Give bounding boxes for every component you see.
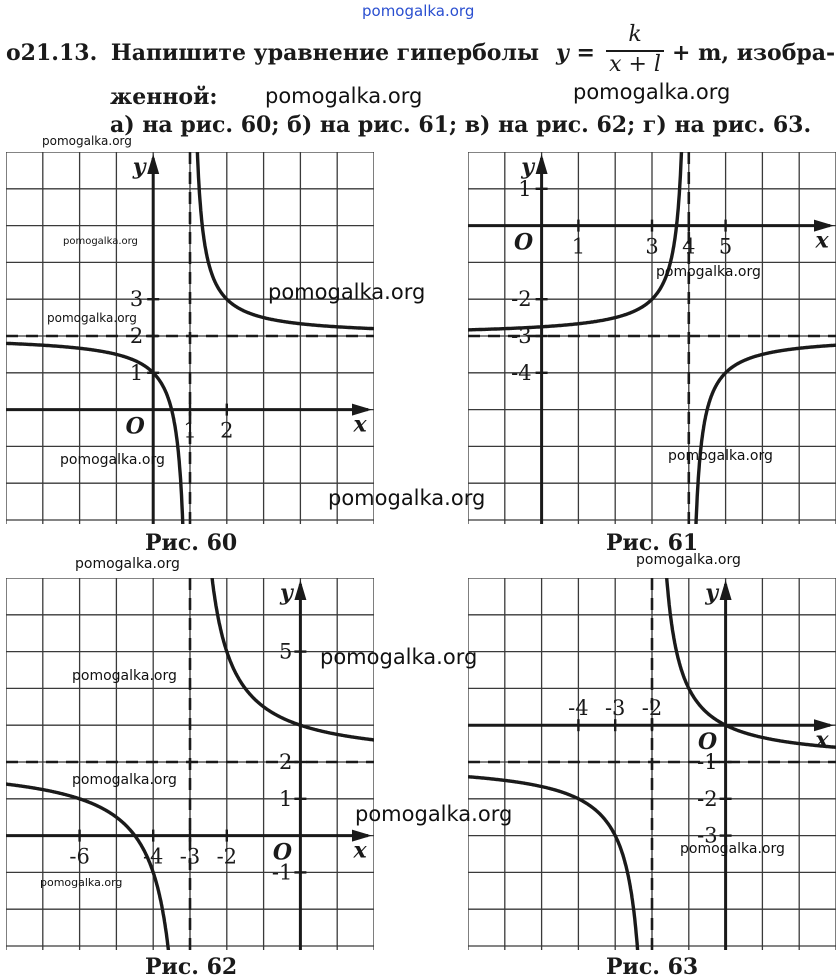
watermark: pomogalka.org (60, 452, 165, 468)
watermark: pomogalka.org (63, 236, 138, 247)
watermark: pomogalka.org (265, 84, 423, 108)
x-axis-arrow (814, 219, 834, 232)
caption-figure-61: Рис. 61 (606, 530, 699, 556)
watermark: pomogalka.org (75, 556, 180, 572)
problem-number: o21.13. (6, 40, 98, 66)
x-axis-label: x (352, 838, 367, 864)
problem-line-3: а) на рис. 60; б) на рис. 61; в) на рис.… (110, 112, 812, 138)
fraction-denominator: x + l (609, 52, 661, 77)
x-tick-label: -6 (69, 845, 89, 869)
hyperbola-left-branch (6, 782, 171, 950)
origin-label: O (514, 230, 533, 256)
equation-fraction: k x + l (606, 22, 664, 78)
watermark: pomogalka.org (268, 280, 426, 304)
x-axis-label: x (352, 412, 367, 438)
x-tick-label: 3 (645, 235, 658, 259)
y-tick-label: -4 (511, 361, 531, 385)
x-tick-label: -3 (605, 696, 625, 720)
hyperbola-right-branch (665, 578, 836, 749)
y-tick-label: -3 (511, 324, 531, 348)
x-axis-label: x (814, 228, 829, 254)
caption-figure-62: Рис. 62 (145, 954, 238, 980)
figure-61: x y O 1 3 4 5 1 -2 -3 -4 (468, 152, 836, 524)
equation-y: y = (556, 40, 595, 66)
x-tick-label: 1 (183, 419, 196, 443)
hyperbola-right-branch (210, 578, 374, 742)
origin-label: O (126, 414, 145, 440)
y-tick-label: 3 (130, 287, 143, 311)
watermark: pomogalka.org (355, 802, 513, 826)
y-tick-label: 2 (130, 324, 143, 348)
y-tick-label: -1 (697, 750, 717, 774)
watermark: pomogalka.org (72, 772, 177, 788)
hyperbola-left-branch (468, 152, 684, 332)
caption-figure-60: Рис. 60 (145, 530, 238, 556)
x-axis-arrow (352, 829, 372, 842)
watermark: pomogalka.org (42, 134, 132, 148)
y-tick-label: 1 (279, 787, 292, 811)
x-tick-label: 4 (682, 235, 695, 259)
problem-line-1: o21.13. Напишите уравнение гиперболы (6, 40, 539, 66)
y-axis-arrow (294, 580, 307, 600)
watermark: pomogalka.org (320, 645, 478, 669)
figure-63: x y O -4 -3 -2 -1 -2 -3 (468, 578, 836, 950)
y-axis-label: y (520, 154, 536, 180)
y-axis-label: y (704, 580, 720, 606)
fraction-bar (606, 50, 664, 52)
x-axis-label: x (814, 727, 829, 753)
origin-label: O (273, 840, 292, 866)
x-tick-label: -2 (642, 696, 662, 720)
y-tick-label: -1 (272, 860, 292, 884)
y-tick-label: -3 (697, 824, 717, 848)
problem-line-2: женной: (110, 84, 218, 110)
hyperbola-plot: x y O 1 3 4 5 1 -2 -3 -4 (468, 152, 836, 524)
hyperbola-right-branch (195, 152, 374, 331)
origin-label: O (698, 729, 717, 755)
watermark: pomogalka.org (668, 448, 773, 464)
watermark: pomogalka.org (72, 668, 177, 684)
watermark: pomogalka.org (40, 876, 123, 889)
x-tick-label: 5 (719, 235, 732, 259)
watermark: pomogalka.org (680, 841, 785, 857)
y-tick-label: 5 (279, 640, 292, 664)
hyperbola-plot: x y O -4 -3 -2 -1 -2 -3 (468, 578, 836, 950)
watermark: pomogalka.org (636, 552, 741, 568)
watermark: pomogalka.org (573, 80, 731, 104)
y-axis-label: y (132, 154, 148, 180)
hyperbola-left-branch (468, 775, 640, 950)
y-axis-label: y (279, 580, 295, 606)
x-tick-label: 2 (220, 419, 233, 443)
caption-figure-63: Рис. 63 (606, 954, 699, 980)
y-axis-arrow (535, 154, 548, 174)
fraction-numerator: k (628, 22, 642, 47)
hyperbola-right-branch (694, 343, 836, 524)
y-tick-label: 1 (130, 361, 143, 385)
y-axis-arrow (147, 154, 160, 174)
y-tick-label: 1 (518, 177, 531, 201)
x-tick-label: -4 (568, 696, 588, 720)
watermark: pomogalka.org (656, 264, 761, 280)
y-tick-label: 2 (279, 750, 292, 774)
y-tick-label: -2 (697, 787, 717, 811)
y-axis-arrow (719, 580, 732, 600)
y-tick-label: -2 (511, 287, 531, 311)
watermark: pomogalka.org (47, 311, 137, 325)
top-watermark[interactable]: pomogalka.org (362, 2, 475, 20)
figure-62: x y O -6 -4 -3 -2 5 2 1 -1 (6, 578, 374, 950)
watermark: pomogalka.org (328, 486, 486, 510)
hyperbola-left-branch (6, 341, 185, 524)
x-axis-arrow (814, 719, 834, 732)
x-tick-label: 1 (572, 235, 585, 259)
problem-text: Напишите уравнение гиперболы (110, 40, 539, 66)
equation-tail: + m, изобра- (672, 40, 836, 66)
x-tick-label: -2 (217, 845, 237, 869)
x-axis-arrow (352, 403, 372, 416)
x-tick-label: -3 (180, 845, 200, 869)
